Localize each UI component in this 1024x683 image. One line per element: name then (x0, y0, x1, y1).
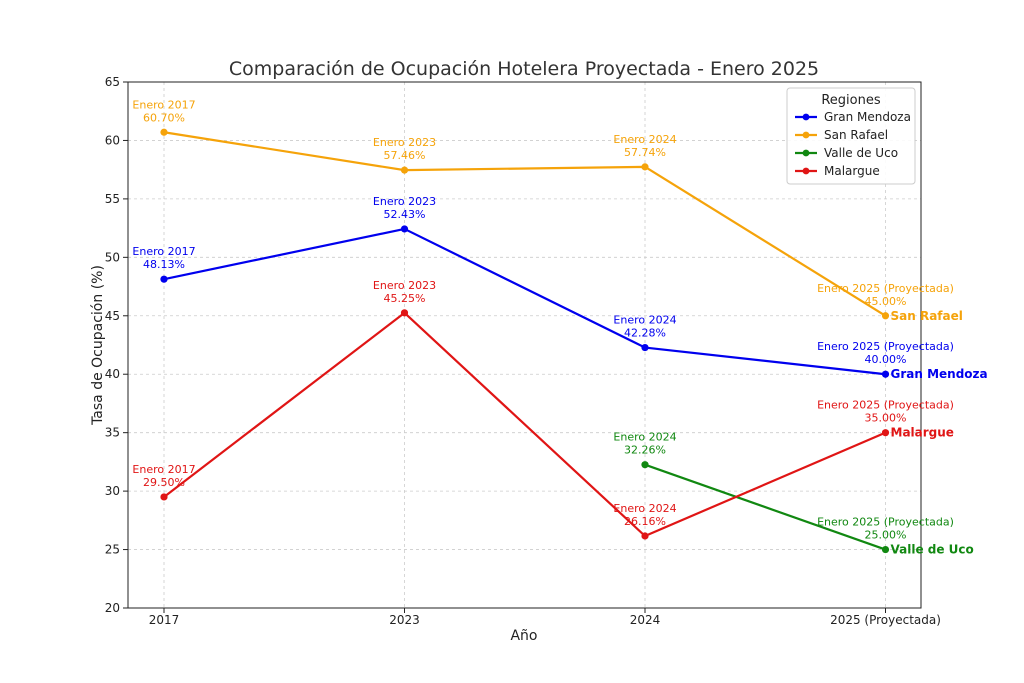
legend-swatch-marker (802, 113, 810, 121)
data-label-value: 35.00% (865, 412, 907, 425)
legend-swatch-marker (802, 131, 810, 139)
data-label-value: 26.16% (624, 515, 666, 528)
data-label-value: 45.25% (384, 292, 426, 305)
legend-entry-label: Gran Mendoza (824, 110, 911, 124)
y-tick-label: 45 (105, 309, 120, 323)
data-point (400, 309, 409, 317)
y-tick-label: 65 (105, 75, 120, 89)
data-label-period: Enero 2017 (132, 245, 195, 258)
data-label-period: Enero 2017 (132, 463, 195, 476)
data-label-value: 42.28% (624, 327, 666, 340)
data-point (881, 429, 890, 437)
y-tick-label: 50 (105, 250, 120, 264)
series-end-label: Malargue (891, 426, 954, 440)
chart-title: Comparación de Ocupación Hotelera Proyec… (229, 58, 819, 80)
data-point (160, 275, 168, 283)
series-line (163, 131, 887, 317)
data-label-value: 25.00% (865, 529, 907, 542)
data-label-value: 52.43% (384, 208, 426, 221)
series-end-label: Valle de Uco (891, 543, 974, 557)
legend-swatch-marker (802, 167, 810, 175)
data-label-period: Enero 2025 (Proyectada) (817, 282, 954, 295)
y-tick-label: 40 (105, 367, 120, 381)
series-line (644, 463, 886, 551)
series-line (163, 311, 886, 538)
plot-area (127, 81, 922, 609)
x-tick-label: 2024 (630, 613, 661, 627)
y-tick-label: 20 (105, 601, 120, 615)
y-tick-label: 30 (105, 484, 120, 498)
data-label-value: 29.50% (143, 476, 185, 489)
data-label-value: 45.00% (865, 295, 907, 308)
y-tick-label: 55 (105, 192, 120, 206)
legend-box (786, 87, 916, 185)
x-tick-label: 2023 (389, 613, 420, 627)
data-point (400, 225, 409, 233)
data-label-period: Enero 2023 (373, 136, 436, 149)
x-axis: 2017 2023 2024 2025 (Proyectada) (149, 608, 941, 627)
legend-swatch-marker (802, 149, 810, 157)
data-label-period: Enero 2024 (613, 431, 676, 444)
data-point (881, 370, 890, 378)
data-label-value: 57.46% (384, 149, 426, 162)
x-tick-label: 2017 (149, 613, 180, 627)
data-label-period: Enero 2024 (613, 133, 676, 146)
y-axis-title: Tasa de Ocupación (%) (90, 265, 106, 426)
x-axis-title: Año (510, 628, 537, 644)
series-line (163, 227, 886, 376)
data-point (160, 493, 168, 501)
data-point (160, 128, 168, 136)
y-axis: 20 25 30 35 40 45 50 55 60 65 (105, 75, 128, 615)
legend-entry-label: San Rafael (824, 128, 888, 142)
legend-entry-label: Malargue (824, 164, 880, 178)
data-label-period: Enero 2017 (132, 98, 195, 111)
data-point (400, 166, 409, 174)
data-label-period: Enero 2023 (373, 279, 436, 292)
x-tick-label: 2025 (Proyectada) (830, 613, 941, 627)
data-label-value: 48.13% (143, 258, 185, 271)
series-end-label: San Rafael (891, 309, 963, 323)
data-point (641, 343, 649, 352)
series-end-label: Gran Mendoza (891, 367, 988, 381)
data-label-period: Enero 2024 (613, 314, 676, 327)
data-point (881, 312, 890, 320)
data-label-value: 40.00% (865, 353, 907, 366)
data-point (641, 461, 649, 469)
y-tick-label: 25 (105, 543, 120, 557)
legend-entry-label: Valle de Uco (824, 146, 898, 160)
data-label-value: 57.74% (624, 146, 666, 159)
legend: Regiones Gran Mendoza San Rafael Valle de U… (786, 87, 916, 185)
data-label-period: Enero 2025 (Proyectada) (817, 399, 954, 412)
data-label-period: Enero 2025 (Proyectada) (817, 516, 954, 529)
data-label-period: Enero 2024 (613, 502, 676, 515)
data-label-value: 32.26% (624, 444, 666, 457)
y-tick-label: 35 (105, 426, 120, 440)
data-point (641, 532, 649, 540)
y-tick-label: 60 (105, 133, 120, 147)
data-label-period: Enero 2023 (373, 195, 436, 208)
data-point (881, 545, 890, 554)
data-label-period: Enero 2025 (Proyectada) (817, 340, 954, 353)
legend-title: Regiones (821, 93, 881, 108)
data-label-value: 60.70% (143, 111, 185, 124)
data-point (641, 163, 649, 171)
